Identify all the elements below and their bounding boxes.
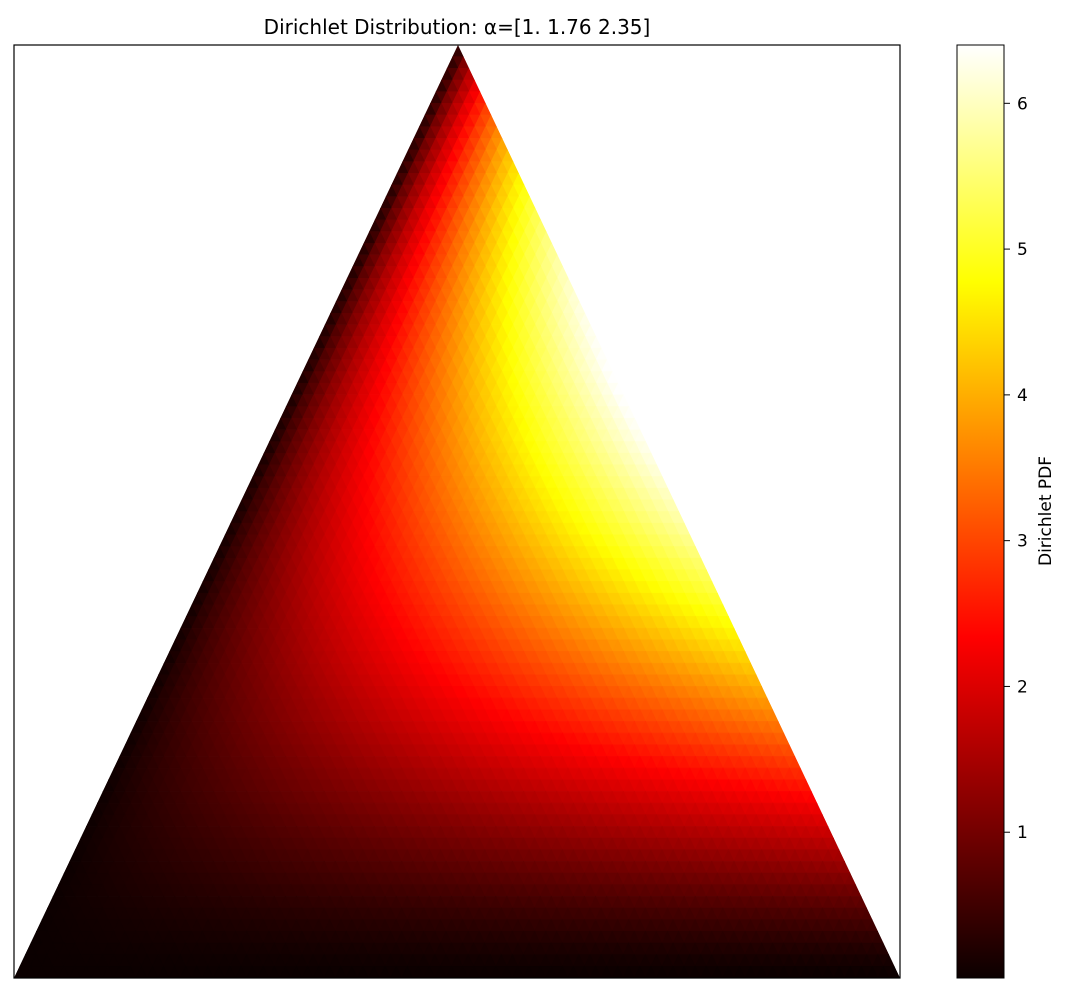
density-surface xyxy=(14,45,900,978)
density-cell xyxy=(833,965,846,978)
density-cell xyxy=(866,965,879,978)
density-cell xyxy=(877,965,890,978)
density-cell xyxy=(855,965,868,978)
density-cell xyxy=(844,965,857,978)
density-cell xyxy=(888,965,900,978)
chart-title: Dirichlet Distribution: α=[1. 1.76 2.35] xyxy=(264,15,651,39)
